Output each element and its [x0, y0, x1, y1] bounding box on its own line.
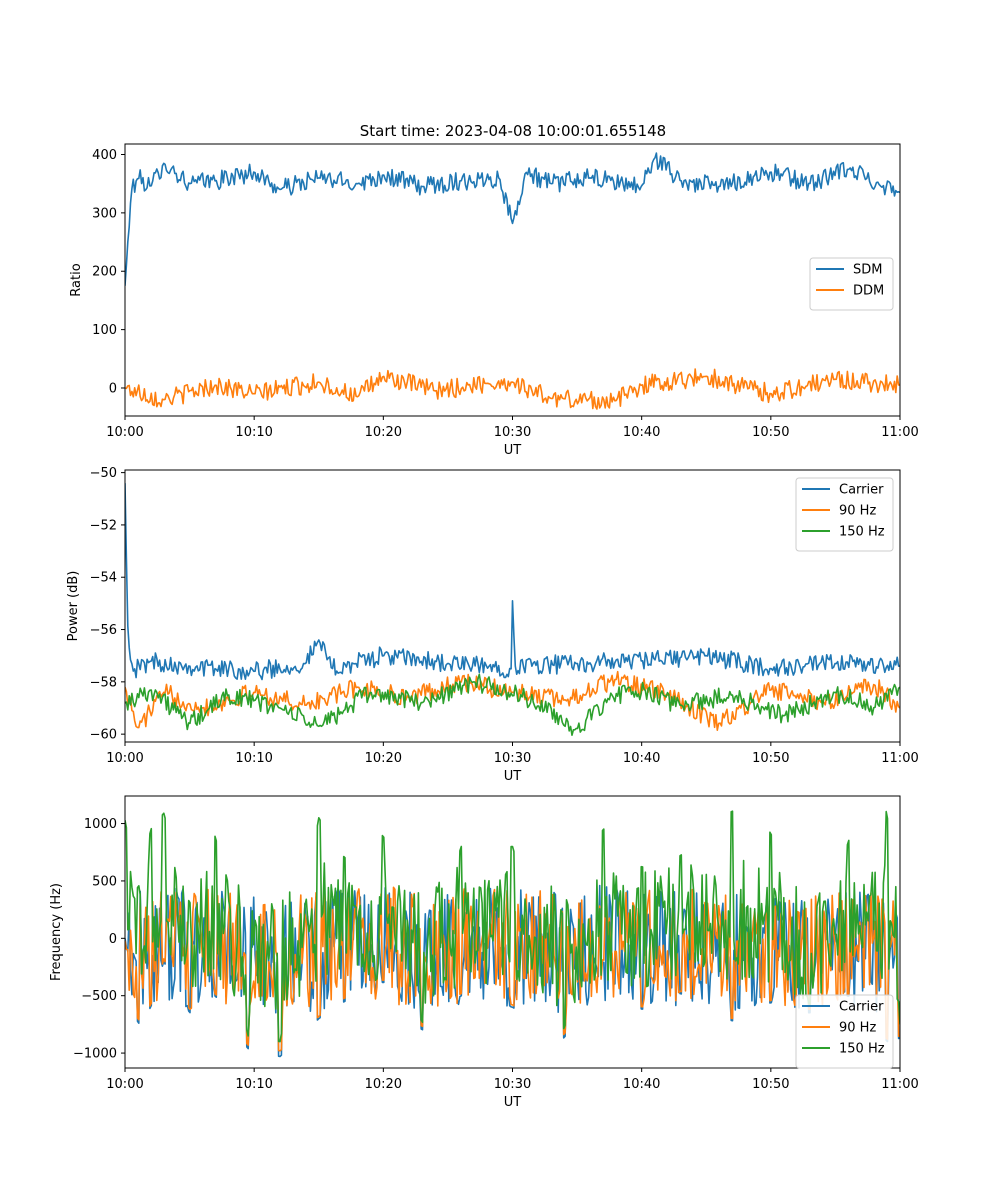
y-tick-label: −54 — [90, 571, 117, 586]
x-tick-label: 10:20 — [365, 751, 402, 766]
x-tick-label: 11:00 — [881, 425, 918, 440]
y-tick-label: −58 — [90, 675, 117, 690]
legend-box — [809, 257, 894, 311]
legend-label: SDM — [853, 263, 882, 278]
legend-label: Carrier — [839, 1000, 884, 1015]
y-tick-label: 400 — [92, 148, 117, 163]
panel-3: 10:00 10:10 10:20 10:30 10:40 10:50 11:00 −1000… — [49, 795, 919, 1110]
series-line-90-hz — [125, 886, 900, 1052]
axes-frame — [124, 143, 901, 417]
series-line-carrier — [125, 483, 900, 681]
x-axis-label: UT — [504, 443, 522, 458]
panel-1: 10:00 10:10 10:20 10:30 10:40 10:50 11:00 0 100 2… — [69, 143, 919, 458]
x-tick-label: 10:30 — [494, 751, 531, 766]
legend: Carrier 90 Hz 150 Hz — [795, 477, 894, 552]
x-tick-label: 10:10 — [235, 425, 272, 440]
y-axis-label: Power (dB) — [66, 571, 81, 642]
x-tick-label: 10:00 — [106, 425, 143, 440]
legend-label: DDM — [853, 284, 884, 299]
x-tick-label: 10:30 — [494, 425, 531, 440]
figure-title: Start time: 2023-04-08 10:00:01.655148 — [360, 122, 666, 140]
series-line-150-hz — [125, 673, 900, 737]
x-tick-label: 10:40 — [623, 425, 660, 440]
series-line-150-hz — [125, 810, 900, 1043]
x-tick-label: 10:40 — [623, 751, 660, 766]
x-tick-label: 11:00 — [881, 1077, 918, 1092]
legend-label: Carrier — [839, 483, 884, 498]
y-tick-label: −1000 — [73, 1047, 117, 1062]
y-tick-label: 0 — [109, 932, 117, 947]
x-tick-label: 10:10 — [235, 751, 272, 766]
x-tick-label: 10:50 — [752, 425, 789, 440]
x-tick-label: 10:00 — [106, 751, 143, 766]
series-line-ddm — [125, 368, 900, 410]
x-tick-label: 10:00 — [106, 1077, 143, 1092]
x-axis-label: UT — [504, 1095, 522, 1110]
legend-label: 150 Hz — [839, 525, 885, 540]
x-tick-label: 10:50 — [752, 1077, 789, 1092]
x-tick-label: 10:10 — [235, 1077, 272, 1092]
x-tick-label: 10:30 — [494, 1077, 531, 1092]
legend-label: 90 Hz — [839, 1021, 876, 1036]
y-tick-label: 200 — [92, 265, 117, 280]
legend-box — [795, 994, 894, 1069]
y-tick-label: −56 — [90, 623, 117, 638]
panel-2: 10:00 10:10 10:20 10:30 10:40 10:50 11:00 −60 −5… — [66, 466, 919, 784]
y-axis-label: Frequency (Hz) — [49, 883, 64, 981]
y-tick-label: −52 — [90, 518, 117, 533]
series-line-90-hz — [125, 670, 900, 732]
y-axis-label: Ratio — [69, 263, 84, 296]
x-tick-label: 11:00 — [881, 751, 918, 766]
series-line-carrier — [125, 884, 900, 1058]
series-line-sdm — [125, 152, 900, 286]
x-tick-label: 10:50 — [752, 751, 789, 766]
y-tick-label: −60 — [90, 728, 117, 743]
y-tick-label: 100 — [92, 323, 117, 338]
legend-label: 90 Hz — [839, 504, 876, 519]
x-tick-label: 10:20 — [365, 1077, 402, 1092]
x-axis-label: UT — [504, 769, 522, 784]
legend: SDM DDM — [809, 257, 894, 311]
legend: Carrier 90 Hz 150 Hz — [795, 994, 894, 1069]
y-tick-label: 1000 — [84, 817, 117, 832]
legend-box — [795, 477, 894, 552]
y-tick-label: 300 — [92, 206, 117, 221]
x-tick-label: 10:20 — [365, 425, 402, 440]
legend-label: 150 Hz — [839, 1042, 885, 1057]
x-tick-label: 10:40 — [623, 1077, 660, 1092]
y-tick-label: 500 — [92, 874, 117, 889]
y-tick-label: −50 — [90, 466, 117, 481]
y-tick-label: −500 — [81, 989, 117, 1004]
y-tick-label: 0 — [109, 381, 117, 396]
